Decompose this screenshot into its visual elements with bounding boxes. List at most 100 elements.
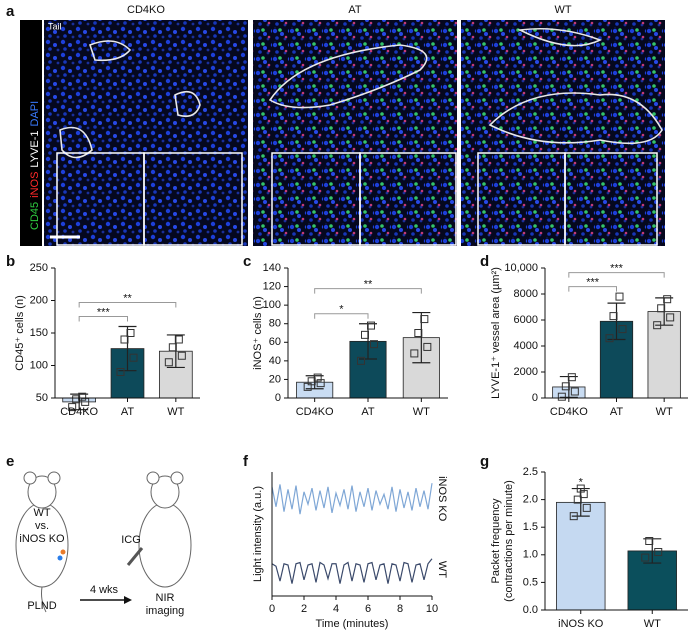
stain-label: CD45: [29, 202, 41, 230]
data-point: [177, 351, 186, 360]
stain-label: LYVE-1: [29, 131, 41, 168]
group-label: AT: [348, 4, 362, 16]
x-tick-label: AT: [610, 406, 624, 418]
y-tick-label: 100: [263, 299, 281, 311]
syringe: [126, 547, 144, 566]
significance-bracket: [568, 272, 665, 278]
data-point: [666, 313, 675, 322]
significance-label: ***: [586, 277, 600, 289]
panel-letter: a: [6, 3, 15, 20]
y-axis-label: CD45⁺ cells (n): [14, 295, 26, 371]
data-point: [370, 340, 378, 349]
significance-label: **: [364, 278, 373, 290]
mouse-head: [27, 475, 57, 509]
y-tick-label: 1.0: [523, 549, 538, 561]
data-point: [357, 356, 365, 365]
data-point: [367, 321, 375, 330]
step-label: imaging: [146, 605, 185, 617]
data-point: [420, 315, 429, 324]
marker: [60, 549, 66, 555]
data-point: [361, 330, 369, 339]
panel-letter: f: [243, 453, 249, 470]
data-point: [641, 553, 650, 562]
significance-label: *: [579, 476, 584, 488]
arrow-head: [124, 596, 132, 604]
x-tick-label: WT: [656, 406, 673, 418]
vessel-outlines: [59, 27, 663, 159]
y-tick-label: 0: [275, 392, 281, 404]
group-label: WT: [554, 4, 571, 16]
y-axis-label: iNOS⁺ cells (n): [252, 296, 264, 370]
y-tick-label: 2.0: [523, 494, 538, 506]
y-tick-label: 140: [263, 262, 281, 274]
x-tick-label: 6: [365, 603, 371, 615]
data-point: [570, 387, 579, 396]
stain-strip: [20, 20, 42, 246]
step-label: PLND: [27, 600, 56, 612]
dye-label: ICG: [121, 534, 141, 546]
micrograph: [44, 20, 248, 246]
data-point: [573, 495, 582, 504]
data-point: [120, 335, 129, 344]
significance-label: *: [339, 304, 344, 316]
mouse-tail: [41, 586, 47, 613]
significance-bracket: [78, 302, 177, 308]
series-label: iNOS KO: [436, 476, 448, 522]
series-label: WT: [436, 561, 448, 578]
error-bar: [607, 302, 626, 341]
mouse-label: vs.: [35, 520, 49, 532]
x-tick-label: CD4KO: [296, 406, 334, 418]
data-point: [618, 325, 627, 334]
vessel: [517, 27, 603, 47]
data-point: [116, 368, 125, 376]
series-line: [271, 558, 433, 584]
data-point: [654, 548, 663, 557]
significance-bracket: [568, 286, 617, 292]
mouse-label: WT: [33, 507, 50, 519]
panel-letter: d: [480, 253, 489, 270]
data-point: [174, 335, 183, 344]
data-point: [605, 334, 614, 343]
y-tick-label: 10,000: [504, 262, 538, 274]
y-tick-label: 6000: [514, 314, 538, 326]
x-tick-label: CD4KO: [60, 406, 98, 418]
vessel: [268, 44, 428, 109]
data-point: [126, 329, 135, 337]
significance-label: **: [123, 292, 132, 304]
mouse-ear: [23, 471, 37, 485]
y-axis-label: Light intensity (a.u.): [252, 486, 264, 582]
mouse-ear: [47, 471, 61, 485]
significance-label: ***: [610, 263, 624, 275]
y-tick-label: 60: [269, 336, 281, 348]
mouse-ear: [146, 471, 160, 485]
bar: [556, 501, 606, 611]
x-tick-label: 4: [333, 603, 339, 615]
series-line: [271, 483, 433, 515]
data-point: [582, 503, 591, 512]
x-tick-label: WT: [413, 406, 430, 418]
mouse-head: [150, 475, 180, 509]
inset: [359, 152, 457, 246]
mouse: [138, 471, 192, 588]
x-tick-label: WT: [644, 618, 661, 630]
step-label: 4 wks: [90, 584, 119, 596]
y-tick-label: 120: [263, 280, 281, 292]
significance-bracket: [314, 313, 369, 319]
data-point: [645, 537, 654, 545]
data-point: [615, 292, 624, 301]
panel-letter: e: [6, 453, 14, 470]
vessel: [488, 92, 663, 145]
x-tick-label: AT: [361, 406, 375, 418]
data-point: [561, 382, 570, 391]
data-point: [569, 512, 578, 521]
insets: [56, 152, 658, 246]
x-tick-label: 2: [301, 603, 307, 615]
data-point: [423, 342, 432, 351]
y-tick-label: 2.5: [523, 466, 538, 478]
mouse-label: iNOS KO: [19, 533, 65, 545]
y-tick-label: 100: [30, 359, 48, 371]
y-tick-label: 0.0: [523, 604, 538, 616]
stain-legend: CD45 iNOS LYVE-1 DAPI: [29, 101, 41, 230]
significance-label: ***: [97, 306, 111, 318]
